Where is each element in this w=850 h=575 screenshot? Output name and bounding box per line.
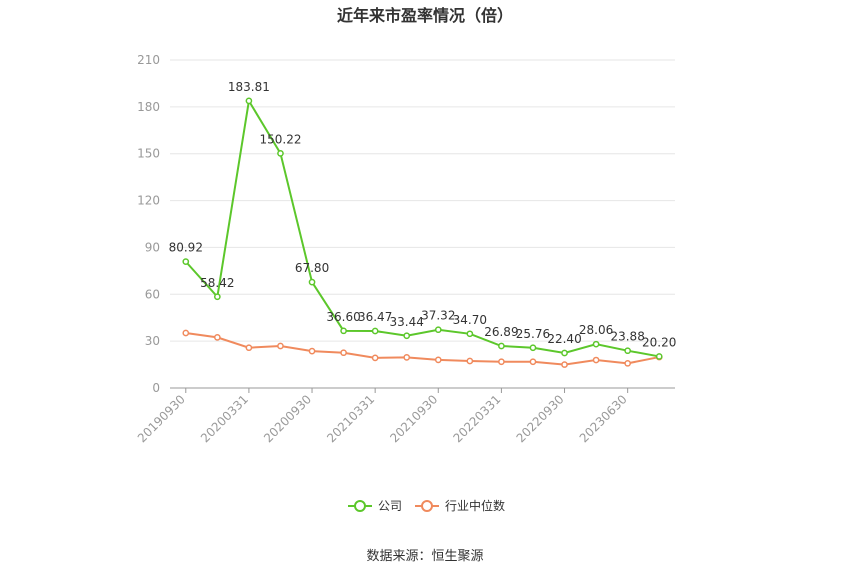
data-point [371,327,379,335]
y-tick-label: 150 [137,147,160,161]
x-tick-label: 20200930 [261,392,314,445]
legend-label: 行业中位数 [445,498,505,513]
data-point [403,354,411,361]
data-label: 23.88 [610,330,644,344]
data-point [182,258,190,265]
data-point [340,327,347,335]
data-label: 28.06 [579,323,613,337]
y-tick-label: 60 [145,287,160,301]
data-point [592,356,600,364]
data-point [529,358,537,366]
y-axis: 0 30 60 90 120 150 180 210 [137,53,160,395]
data-point [434,356,442,364]
data-label: 20.20 [642,335,676,349]
data-point [308,347,316,355]
y-tick-label: 90 [145,240,160,254]
x-tick-label: 20190930 [135,392,188,445]
y-tick-label: 30 [145,334,160,348]
data-point [624,359,632,367]
data-point [308,278,316,286]
data-label: 25.76 [516,327,550,341]
data-label: 33.44 [390,315,424,329]
data-point [213,334,221,341]
data-label: 36.47 [358,310,392,324]
data-label: 36.60 [326,310,360,324]
data-point [245,344,253,352]
data-label: 67.80 [295,261,329,275]
chart-title: 近年来市盈率情况（倍） [336,6,513,25]
y-tick-label: 180 [137,100,160,114]
series-line-industry-median [185,332,660,366]
data-label: 58.42 [200,276,234,290]
data-point [182,329,190,337]
legend-item: 行业中位数 [415,498,505,513]
x-tick-label: 20200331 [198,392,251,445]
data-point [655,353,663,360]
data-label: 26.89 [484,325,518,339]
data-point [434,326,442,334]
x-tick-label: 20230630 [577,392,630,445]
legend: 公司 行业中位数 [348,498,505,513]
data-label: 22.40 [547,332,581,346]
data-labels: 80.92 58.42 183.81 150.22 67.80 36.6036.4733.… [169,80,677,350]
data-point [498,358,505,366]
data-point [245,97,253,105]
legend-marker [421,500,433,512]
data-point [498,342,505,350]
data-source-note: 数据来源：恒生聚源 [366,549,484,564]
grid-lines [170,59,675,342]
x-axis: 20190930 20200331 20200930 20210331 20210930… [135,387,675,445]
y-tick-label: 210 [137,53,160,67]
x-tick-label: 20210930 [387,392,440,445]
data-point [277,342,284,350]
data-label: 34.70 [453,313,487,327]
legend-label: 公司 [378,499,402,513]
data-point [403,332,411,340]
data-point [466,330,474,338]
data-point [213,293,221,301]
data-point [340,349,347,357]
x-tick-label: 20220930 [514,392,567,445]
x-tick-label: 20220331 [450,392,503,445]
data-point [592,340,600,348]
legend-item: 公司 [348,499,402,513]
data-point [277,150,284,157]
data-point [466,357,474,365]
data-point [529,344,537,352]
data-point [561,361,568,368]
data-label: 150.22 [259,132,301,146]
series-lines [185,98,660,366]
data-label: 183.81 [228,80,270,94]
data-label: 37.32 [421,309,455,323]
data-point [371,354,379,362]
data-point [624,347,632,355]
y-tick-label: 120 [137,194,160,208]
series-points [182,97,663,368]
data-label: 80.92 [169,241,203,255]
legend-marker [354,500,366,512]
y-tick-label: 0 [152,381,160,395]
x-tick-label: 20210331 [324,392,377,445]
series-line-company [185,98,660,358]
data-point [561,349,568,357]
